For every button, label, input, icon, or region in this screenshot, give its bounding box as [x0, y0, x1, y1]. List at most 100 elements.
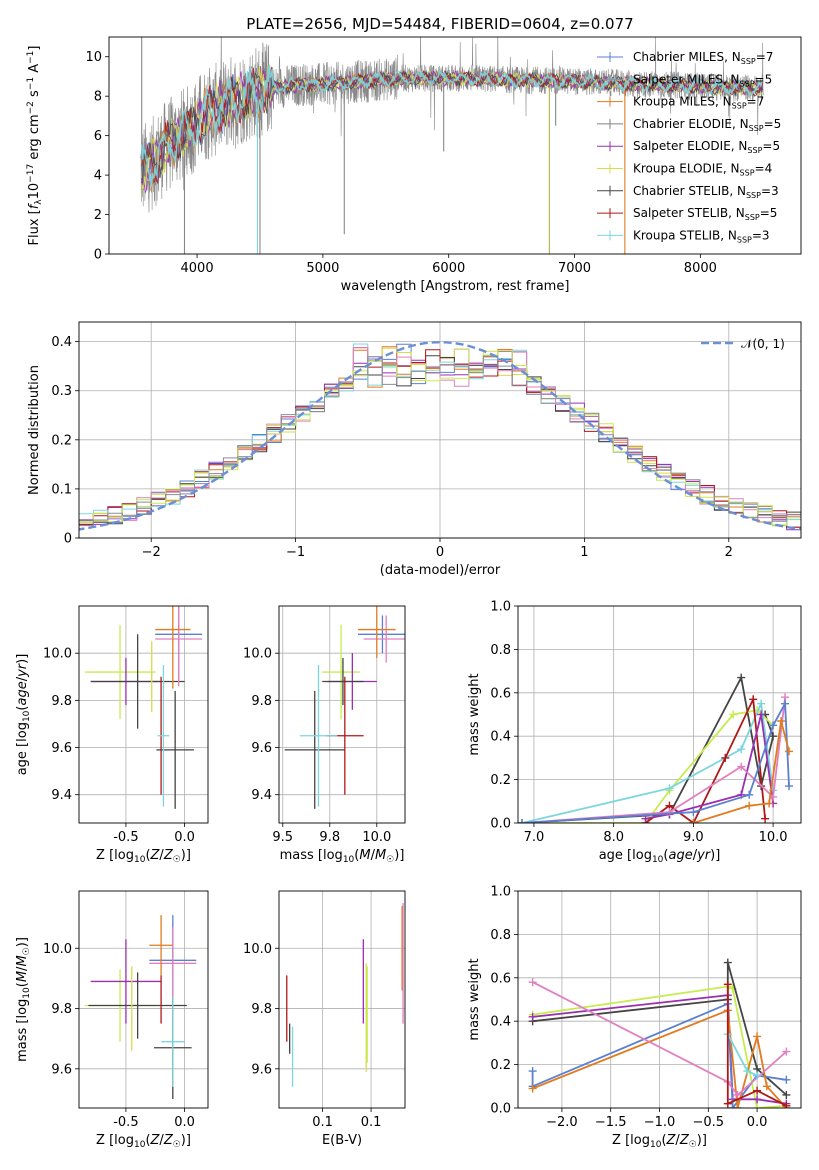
x-tick-label: -0.5 [113, 1115, 138, 1130]
x-tick-label: −2.0 [546, 1115, 578, 1130]
axes-frame [78, 605, 209, 824]
x-tick-label: 0.0 [174, 1115, 195, 1130]
legend-text: Kroupa ELODIE, N [633, 162, 740, 176]
y-tick-label: 9.4 [251, 788, 272, 803]
weight-point-marker [782, 1075, 791, 1084]
age-vs-metallicity-panel: -0.5 0.0 9.4 9.6 9.8 10.0 Z [log10(Z/Z☉)] age [… [15, 605, 209, 865]
weight-vs-metallicity-panel: −2.0 −1.5 −1.0 −0.5 0.0 0.0 0.2 0.4 0.6 0.8 1.0 Z [… [467, 885, 802, 1150]
x-tick-label: 10.0 [362, 830, 391, 845]
legend-label: Salpeter MILES, NSSP=5 [633, 72, 772, 88]
weight-series-line [522, 709, 774, 823]
x-axis-label: mass [log10(M/M☉)] [280, 848, 405, 865]
legend-subscript: SSP [749, 124, 764, 133]
y-tick-label: 9.4 [51, 788, 72, 803]
weight-point-marker [782, 1047, 791, 1056]
weight-point-marker [733, 1104, 742, 1108]
x-tick-label: 0.0 [174, 830, 195, 845]
legend-text: Salpeter STELIB, N [633, 206, 745, 220]
legend-text: Chabrier ELODIE, N [633, 117, 749, 131]
weight-point-marker [785, 782, 794, 791]
weight-point-marker [737, 762, 746, 771]
residuals-panel: −2 −1 0 1 2 0 0.1 0.2 0.3 0.4 (data-model)/error No… [27, 321, 802, 578]
x-axis-label: (data-model)/error [380, 563, 501, 578]
legend-label: Salpeter ELODIE, NSSP=5 [633, 139, 780, 155]
weight-point-marker [777, 717, 786, 726]
histogram-plot-area [79, 340, 801, 534]
weight-point-marker [765, 799, 774, 808]
y-tick-label: 9.8 [251, 694, 272, 709]
x-axis-label: Z [log10(Z/Z☉)] [96, 848, 191, 865]
weight-point-marker [737, 673, 746, 682]
y-tick-label: 10.0 [43, 647, 72, 662]
weight-point-marker [757, 710, 766, 719]
weight-point-marker [528, 1084, 537, 1093]
legend-suffix: =4 [755, 162, 773, 176]
legend-label: Kroupa STELIB, NSSP=3 [633, 228, 770, 244]
weight-plot-area [528, 958, 791, 1108]
y-tick-label: 4 [94, 169, 102, 184]
weight-point-marker [723, 1099, 732, 1108]
y-tick-label: 1.0 [490, 600, 511, 615]
x-tick-label: 9.8 [319, 830, 340, 845]
legend-suffix: =3 [752, 228, 770, 242]
x-tick-label: 0.0 [747, 1115, 768, 1130]
errorbar-plot-area [284, 606, 405, 809]
weight-point-marker [745, 801, 754, 810]
legend-label: Salpeter STELIB, NSSP=5 [633, 206, 777, 222]
weight-point-marker [665, 784, 674, 793]
axes-frame [278, 890, 406, 1109]
weight-point-marker [762, 1082, 771, 1091]
mass-vs-extinction-panel: 0.1 0.1 9.6 9.8 10.0 E(B-V) [243, 890, 406, 1148]
y-tick-label: 0.6 [490, 686, 511, 701]
y-tick-label: 1.0 [490, 885, 511, 900]
weight-point-marker [753, 1032, 762, 1041]
legend-text: Chabrier MILES, N [633, 50, 741, 64]
legend-suffix: =5 [755, 72, 773, 86]
weight-plot-area [518, 673, 794, 823]
axes-frame [108, 36, 802, 255]
weight-point-marker [723, 980, 732, 989]
y-tick-label: 9.8 [51, 694, 72, 709]
legend-subscript: SSP [737, 235, 752, 244]
weight-point-marker [769, 721, 778, 730]
legend-label: 𝒩(0, 1) [741, 337, 785, 351]
y-tick-label: 0.2 [490, 773, 511, 788]
legend-label: Chabrier STELIB, NSSP=3 [633, 184, 779, 200]
y-axis-label: mass weight [467, 958, 482, 1040]
x-tick-label: 0.1 [361, 1115, 382, 1130]
y-tick-label: 8 [94, 90, 102, 105]
model-spectrum-line [141, 64, 764, 187]
x-tick-label: 5000 [306, 261, 339, 276]
spectrum-panel: 4000 5000 6000 7000 8000 0 2 4 6 8 10 wavelength [A… [26, 36, 802, 294]
weight-series-line [521, 700, 774, 823]
normal-distribution-curve [79, 340, 801, 531]
legend-text: Kroupa STELIB, N [633, 228, 737, 242]
y-tick-label: 0.8 [490, 643, 511, 658]
x-tick-label: 0.1 [312, 1115, 333, 1130]
legend-suffix: =5 [760, 206, 778, 220]
weight-point-marker [721, 753, 730, 762]
x-axis-label: Z [log10(Z/Z☉)] [96, 1133, 191, 1150]
legend-subscript: SSP [745, 213, 760, 222]
weight-point-marker [743, 1067, 752, 1076]
y-tick-label: 9.8 [51, 1002, 72, 1017]
y-tick-label: 9.6 [251, 741, 272, 756]
legend-suffix: =3 [761, 184, 779, 198]
y-tick-label: 0.2 [490, 1058, 511, 1073]
weight-point-marker [782, 1090, 791, 1099]
weight-point-marker [781, 699, 790, 708]
weight-point-marker [753, 1095, 762, 1104]
weight-series-line [521, 700, 790, 823]
weight-point-marker [528, 1067, 537, 1076]
weight-point-marker [769, 732, 778, 741]
y-tick-label: 0.6 [490, 971, 511, 986]
weight-point-marker [753, 1086, 762, 1095]
legend-subscript: SSP [741, 57, 756, 66]
weight-point-marker [745, 790, 754, 799]
x-tick-label: 9.5 [272, 830, 293, 845]
x-tick-label: 0 [436, 545, 444, 560]
weight-point-marker [733, 1090, 742, 1099]
weight-series-line [532, 981, 787, 1097]
x-tick-label: 4000 [181, 261, 214, 276]
y-axis-label: mass weight [467, 673, 482, 755]
